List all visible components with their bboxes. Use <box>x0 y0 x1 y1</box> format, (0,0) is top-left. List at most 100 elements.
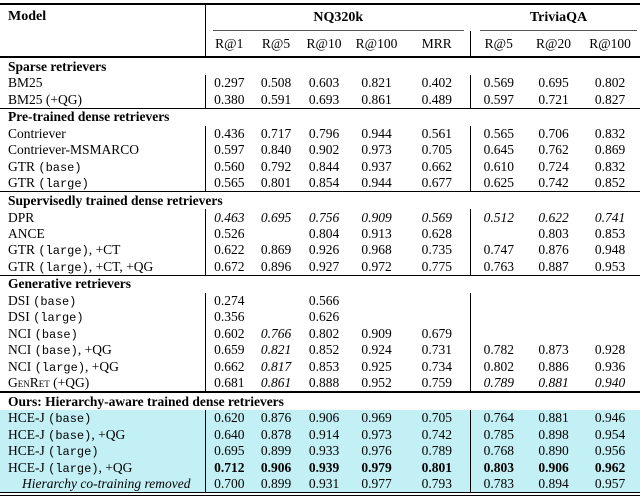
metric-value: 0.909 <box>361 209 392 225</box>
metric-value <box>580 309 640 325</box>
metric-value <box>527 326 580 342</box>
metric-value: 0.783 <box>469 475 528 493</box>
metric-value: 0.569 <box>469 75 528 92</box>
metric-value: 0.899 <box>253 443 299 460</box>
metric-value: 0.821 <box>361 75 392 91</box>
metric-value: 0.803 <box>538 225 569 241</box>
model-name: GTR (large), +CT, +QG <box>0 259 205 276</box>
metric-value: 0.679 <box>421 325 452 341</box>
metric-value: 0.785 <box>469 426 528 444</box>
metric-value: 0.792 <box>260 158 292 174</box>
model-name: HCE-J (large), +QG <box>0 459 205 476</box>
metric-value: 0.933 <box>299 443 349 460</box>
metric-value: 0.766 <box>260 325 292 341</box>
table-row: DSI (large) 0.356 0.626 <box>0 309 640 326</box>
model-name-segment: HCE-J <box>8 459 49 475</box>
metric-value: 0.764 <box>469 410 528 427</box>
metric-value: 0.659 <box>204 342 253 359</box>
metric-value: 0.973 <box>349 426 404 444</box>
metric-value: 0.560 <box>204 158 253 175</box>
model-name-segment: (large) <box>38 260 89 275</box>
metric-value: 0.512 <box>469 209 528 226</box>
model-name: NCI (large), +QG <box>0 358 205 375</box>
metric-value: 0.962 <box>580 459 640 476</box>
model-name-segment: (base) <box>34 327 78 342</box>
metric-value: 0.896 <box>260 258 292 274</box>
table-row: HCE-J (base) 0.620 0.876 0.906 0.969 0.705 0.7… <box>0 410 640 427</box>
metric-value: 0.924 <box>361 342 392 358</box>
metric-value <box>469 325 528 343</box>
metric-value: 0.927 <box>308 258 340 274</box>
metric-value: 0.734 <box>421 358 452 374</box>
table-row: HCE-J (large) 0.695 0.899 0.933 0.976 0.789 0.… <box>0 443 640 460</box>
metric-value: 0.925 <box>361 358 392 374</box>
model-name-segment: , +CT <box>88 242 121 258</box>
table-row: Contriever-MSMARCO 0.597 0.840 0.902 0.973 0.… <box>0 142 640 159</box>
model-name: NCI (base) <box>0 326 205 342</box>
model-name-segment: GTR <box>8 158 39 174</box>
model-name-segment: HCE-J <box>8 443 49 459</box>
column-header-tqa-r5: R@5 <box>469 31 528 57</box>
metric-value: 0.906 <box>253 459 299 476</box>
column-header-nq-mrr: MRR <box>421 35 452 51</box>
metric-value: 0.565 <box>469 125 528 143</box>
metric-value: 0.977 <box>349 475 404 493</box>
model-name-segment: Contriever-MSMARCO <box>8 142 139 158</box>
metric-value: 0.956 <box>580 443 640 460</box>
metric-value: 0.717 <box>260 125 292 141</box>
metric-value: 0.869 <box>260 242 292 258</box>
metric-value: 0.566 <box>308 293 340 309</box>
metric-value: 0.881 <box>527 410 581 427</box>
section-header-row: Sparse retrievers <box>0 56 640 75</box>
metric-value: 0.380 <box>204 91 253 109</box>
metric-value: 0.695 <box>538 75 569 91</box>
metric-value: 0.821 <box>260 342 292 358</box>
metric-value: 0.561 <box>421 125 452 141</box>
metric-value: 0.721 <box>538 91 569 107</box>
table-bottom-rule <box>0 492 640 496</box>
table-row: DPR 0.463 0.695 0.756 0.909 0.569 0.512 0.622 0.… <box>0 209 640 226</box>
metric-value: 0.873 <box>538 342 569 358</box>
metric-value: 0.944 <box>361 125 392 141</box>
metric-value: 0.436 <box>204 125 253 143</box>
metric-value: 0.852 <box>594 175 626 191</box>
metric-value: 0.672 <box>204 258 253 276</box>
model-name: HCE-J (large) <box>0 443 205 460</box>
model-name-segment: HCE-J <box>8 410 49 426</box>
model-name-segment: DSI <box>8 309 34 325</box>
metric-value: 0.735 <box>421 242 452 258</box>
metric-value: 0.979 <box>349 459 404 476</box>
metric-value: 0.700 <box>204 475 253 493</box>
metric-value: 0.610 <box>469 158 528 175</box>
model-name: ANCE <box>0 226 205 242</box>
metric-value: 0.597 <box>204 142 253 159</box>
metric-value: 0.953 <box>594 258 626 274</box>
table-row: GenRet (+QG) 0.681 0.861 0.888 0.952 0.759 0.7… <box>0 374 640 393</box>
table-row: GTR (large) 0.565 0.801 0.854 0.944 0.677 0.62… <box>0 174 640 192</box>
table-row: NCI (base) 0.602 0.766 0.802 0.909 0.679 <box>0 325 640 343</box>
table-row: NCI (large), +QG 0.662 0.817 0.853 0.925 0.73… <box>0 358 640 375</box>
model-name: GTR (base) <box>0 159 205 175</box>
metric-value: 0.297 <box>204 75 253 92</box>
model-name-segment: (base) <box>48 428 92 443</box>
model-name: NCI (base), +QG <box>0 342 205 358</box>
metric-value: 0.887 <box>538 258 569 274</box>
model-name-segment: , +QG <box>77 342 112 358</box>
model-name-segment: BM25 (+QG) <box>8 91 82 107</box>
model-name-segment: DPR <box>8 209 35 225</box>
model-name-segment: GTR <box>8 175 39 191</box>
metric-value: 0.832 <box>594 158 626 174</box>
table-row: BM25 (+QG) 0.380 0.591 0.693 0.861 0.489 0.597… <box>0 91 640 109</box>
model-name-segment: , +QG <box>85 358 119 374</box>
model-name-segment: (large) <box>33 311 84 326</box>
model-name-segment: GTR <box>8 242 39 258</box>
metric-value: 0.957 <box>580 475 640 493</box>
table-row: GTR (large), +CT 0.622 0.869 0.926 0.968 0.73… <box>0 242 640 259</box>
metric-value: 0.939 <box>299 459 349 476</box>
table-row: HCE-J (large), +QG 0.712 0.906 0.939 0.979 0.… <box>0 459 640 476</box>
table-row: GTR (large), +CT, +QG 0.672 0.896 0.927 0.97… <box>0 258 640 276</box>
metric-value: 0.645 <box>469 142 528 159</box>
metric-value: 0.763 <box>469 258 528 276</box>
column-header-nq-r5: R@5 <box>261 35 291 51</box>
